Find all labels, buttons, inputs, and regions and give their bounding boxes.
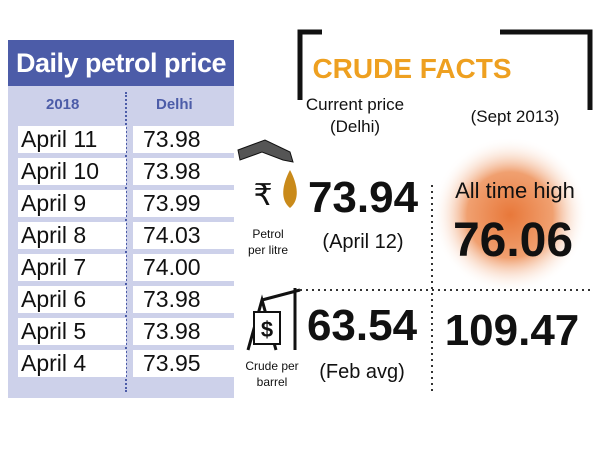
price-cell: 74.00 (133, 254, 234, 281)
date: (Feb avg) (319, 361, 405, 383)
highlight-glow (432, 137, 588, 293)
date-cell: April 5 (18, 318, 126, 345)
date-cell: April 7 (18, 254, 126, 281)
table-row: April 9 73.99 (18, 190, 234, 217)
table-row: April 8 74.03 (18, 222, 234, 249)
heading: (Sept 2013) (471, 107, 560, 126)
label: Petrol (252, 227, 283, 241)
table-row: April 10 73.98 (18, 158, 234, 185)
date-cell: April 6 (18, 286, 126, 313)
table-row: April 5 73.98 (18, 318, 234, 345)
rupee-icon: ₹ (253, 179, 272, 212)
price-cell: 73.98 (133, 126, 234, 153)
price-cell: 73.99 (133, 190, 234, 217)
label: barrel (257, 375, 288, 389)
price-cell: 73.98 (133, 286, 234, 313)
petrol-table: Daily petrol price 2018 Delhi April 11 73… (8, 40, 234, 398)
date-cell: April 4 (18, 350, 126, 377)
crude-high: 109.47 (445, 306, 580, 355)
heading: (Delhi) (330, 117, 380, 136)
barrel-icon (253, 311, 281, 345)
oil-drop (283, 170, 297, 208)
divider (125, 92, 127, 392)
date-cell: April 9 (18, 190, 126, 217)
price-cell: 73.98 (133, 318, 234, 345)
crude-price: 63.54 (307, 301, 418, 350)
price-cell: 74.03 (133, 222, 234, 249)
label: All time high (455, 178, 575, 203)
column-header: Delhi (156, 96, 193, 113)
table-title: Daily petrol price (8, 40, 234, 86)
price-cell: 73.98 (133, 158, 234, 185)
frame (297, 29, 593, 110)
date-cell: April 11 (18, 126, 126, 153)
dollar-icon: $ (261, 317, 273, 342)
high-value: 76.06 (453, 214, 573, 267)
date: (April 12) (322, 231, 403, 253)
table-row: April 11 73.98 (18, 126, 234, 153)
label: Crude per (245, 359, 298, 373)
nozzle-icon (237, 139, 294, 163)
column-header: 2018 (46, 96, 80, 113)
date-cell: April 8 (18, 222, 126, 249)
facts-title: CRUDE FACTS (312, 53, 511, 84)
petrol-price: 73.94 (308, 173, 419, 222)
heading: Current price (306, 95, 404, 114)
date-cell: April 10 (18, 158, 126, 185)
price-cell: 73.95 (133, 350, 234, 377)
table-row: April 7 74.00 (18, 254, 234, 281)
table-row: April 4 73.95 (18, 350, 234, 377)
table-row: April 6 73.98 (18, 286, 234, 313)
label: per litre (248, 243, 288, 257)
